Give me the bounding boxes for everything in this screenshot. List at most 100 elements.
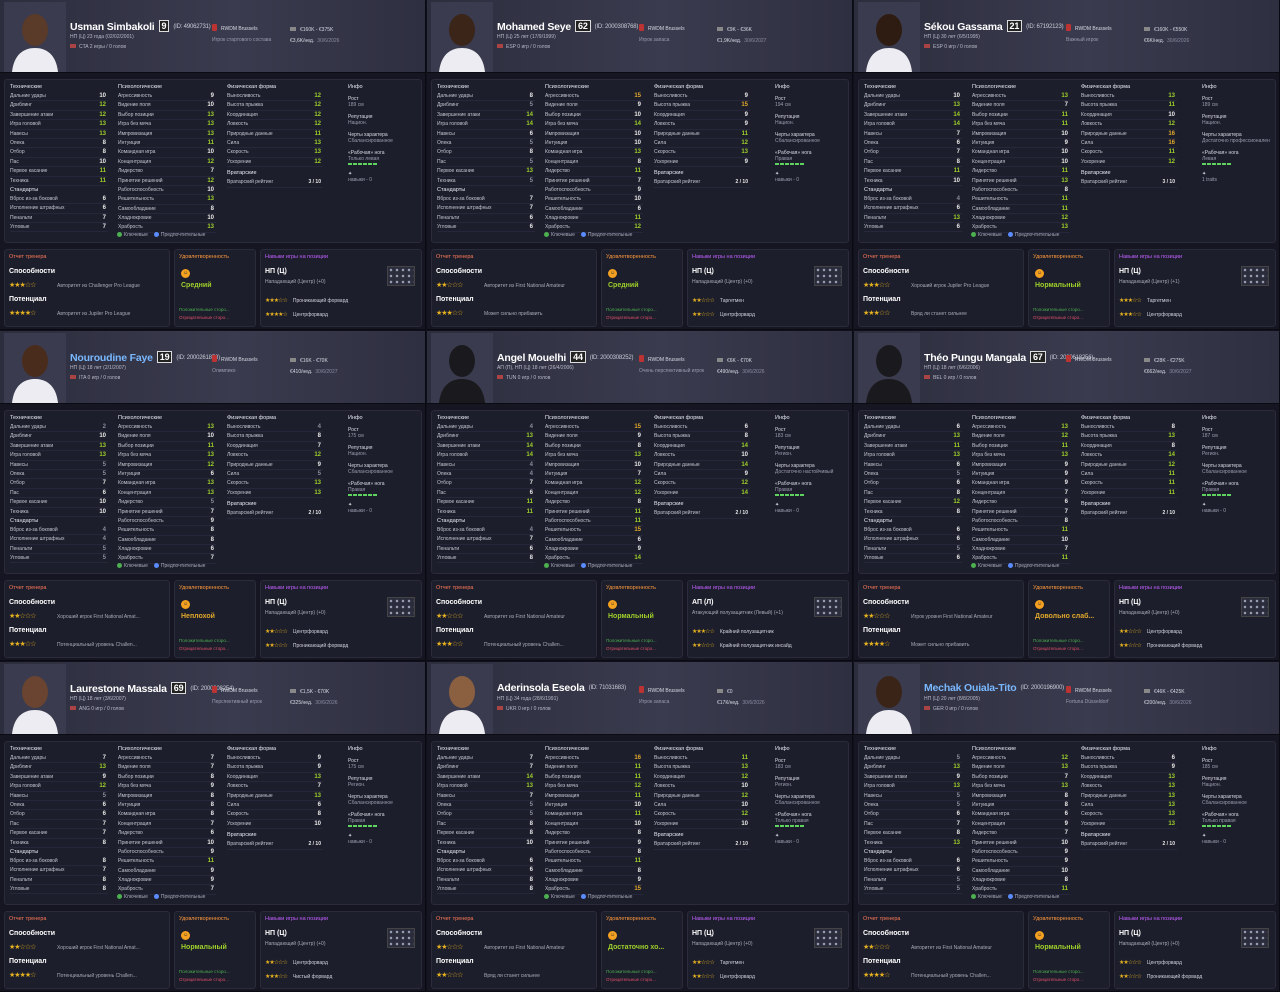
player-card-1[interactable]: Mohamed Seye 62 (ID: 2000308768) НП (Ц) 25… xyxy=(427,0,853,330)
attr-row: Навесы 5 xyxy=(10,461,108,470)
coach-report[interactable]: Отчет тренера Способности ★★☆☆☆ Игрок ур… xyxy=(858,580,1024,658)
satisfaction-panel[interactable]: Удовлетворенность ☺ Довольно слаб... Пол… xyxy=(1028,580,1110,658)
attr-row: Игра без мяча 13 xyxy=(545,451,643,461)
attr-row: Командная игра 10 xyxy=(972,148,1070,158)
attr-value: 8 xyxy=(210,536,214,543)
attr-name: Опека xyxy=(864,139,879,146)
pref-dot-icon xyxy=(580,563,586,568)
player-name[interactable]: Nouroudine Faye 19 (ID: 2000261858) xyxy=(70,351,220,364)
attributes-panel: Технические Дальние удары 2 Дриблинг 10 Завер… xyxy=(4,410,422,574)
coach-report[interactable]: Отчет тренера Способности ★★☆☆☆ Хороший … xyxy=(4,911,170,989)
player-card-6[interactable]: Laurestone Massala 69 (ID: 2000308254) НП … xyxy=(0,662,426,992)
player-name[interactable]: Sékou Gassama 21 (ID: 67192123) xyxy=(924,20,1064,33)
position-skills-panel[interactable]: Навыки игры на позиции НП (Ц) Нападающий… xyxy=(687,249,849,327)
attr-row: Выбор позиции 10 xyxy=(545,111,643,121)
sparkle-icon: ✦ xyxy=(348,171,353,177)
coach-report[interactable]: Отчет тренера Способности ★★★☆☆ Хороший … xyxy=(858,249,1024,327)
position-skills-panel[interactable]: Навыки игры на позиции НП (Ц) Нападающий… xyxy=(260,249,422,327)
attr-name: Ускорение xyxy=(654,489,679,496)
position-skills-panel[interactable]: Навыки игры на позиции НП (Ц) Нападающий… xyxy=(1114,911,1276,989)
attr-name: Опека xyxy=(437,801,452,808)
attr-value: 16 xyxy=(1168,139,1175,146)
attr-name: Выбор позиции xyxy=(972,442,1008,449)
attr-row: Первое касание 11 xyxy=(437,498,535,508)
mood-face-icon: ☺ xyxy=(181,931,190,940)
satisfaction-panel[interactable]: Удовлетворенность ☺ Нормальный Положител… xyxy=(1028,249,1110,327)
position-skills-panel[interactable]: Навыки игры на позиции НП (Ц) Нападающий… xyxy=(260,580,422,658)
position-skills-panel[interactable]: Навыки игры на позиции НП (Ц) Нападающий… xyxy=(260,911,422,989)
player-name[interactable]: Usman Simbakoli 9 (ID: 49062731) xyxy=(70,20,211,33)
attr-name: Дальние удары xyxy=(864,424,900,430)
satisfaction-panel[interactable]: Удовлетворенность ☺ Нормальный Положител… xyxy=(1028,911,1110,989)
coach-report[interactable]: Отчет тренера Способности ★★☆☆☆ Авторите… xyxy=(431,580,597,658)
coach-report[interactable]: Отчет тренера Способности ★★★☆☆ Авторите… xyxy=(4,249,170,327)
satisfaction-panel[interactable]: Удовлетворенность ☺ Достаточно хо... Пол… xyxy=(601,911,683,989)
satisfaction-panel[interactable]: Удовлетворенность ☺ Неплохой Положительн… xyxy=(174,580,256,658)
attr-row: Пас 10 xyxy=(10,158,108,168)
club[interactable]: RWDM Brussels xyxy=(212,355,258,363)
player-card-2[interactable]: Sékou Gassama 21 (ID: 67192123) НП (Ц) 30 … xyxy=(854,0,1280,330)
attr-row: Лидерство 7 xyxy=(972,829,1070,839)
position-skills-panel[interactable]: Навыки игры на позиции НП (Ц) Нападающий… xyxy=(1114,580,1276,658)
attr-name: Завершение атаки xyxy=(437,111,481,118)
transfer-value: €46K - €425K xyxy=(1144,689,1185,695)
attr-row: Вброс из-за боковой 4 xyxy=(437,526,535,536)
attr-name: Лидерство xyxy=(118,499,143,506)
position-skills-panel[interactable]: Навыки игры на позиции АП (Л) Атакующий … xyxy=(687,580,849,658)
player-card-7[interactable]: Aderinsola Eseola (ID: 71031683) НП (Ц) 3… xyxy=(427,662,853,992)
player-name[interactable]: Aderinsola Eseola (ID: 71031683) xyxy=(497,682,626,694)
player-nationality: ESP 0 игр / 0 голов xyxy=(924,44,977,50)
attr-row: Техника 11 xyxy=(10,177,108,186)
attr-value: 5 xyxy=(102,555,106,562)
club[interactable]: RWDM Brussels xyxy=(212,24,258,32)
position-skills-panel[interactable]: Навыки игры на позиции НП (Ц) Нападающий… xyxy=(1114,249,1276,327)
attr-name: Решительность xyxy=(545,196,582,203)
attr-value: 6 xyxy=(210,830,214,837)
player-name[interactable]: Mohamed Seye 62 (ID: 2000308768) xyxy=(497,20,639,33)
sparkle-icon: ✦ xyxy=(348,502,353,508)
attr-value: 10 xyxy=(207,186,214,193)
player-card-3[interactable]: Nouroudine Faye 19 (ID: 2000261858) НП (Ц)… xyxy=(0,331,426,661)
value-icon xyxy=(717,27,723,31)
player-name[interactable]: Angel Mouelhi 44 (ID: 2000308252) xyxy=(497,351,634,364)
attr-value: 6 xyxy=(102,195,106,202)
satisfaction-panel[interactable]: Удовлетворенность ☺ Средний Положительны… xyxy=(601,249,683,327)
satisfaction-panel[interactable]: Удовлетворенность ☺ Средний Положительны… xyxy=(174,249,256,327)
attr-row: Пас 5 xyxy=(437,158,535,168)
club[interactable]: RWDM Brussels xyxy=(1066,355,1112,363)
club[interactable]: RWDM Brussels xyxy=(1066,24,1112,32)
attributes-panel: Технические Дальние удары 6 Дриблинг 13 Завер… xyxy=(858,410,1276,574)
player-card-0[interactable]: Usman Simbakoli 9 (ID: 49062731) НП (Ц) 23… xyxy=(0,0,426,330)
satisfaction-panel[interactable]: Удовлетворенность ☺ Нормальный Положител… xyxy=(174,911,256,989)
club[interactable]: RWDM Brussels xyxy=(212,686,258,694)
attr-row: Игра головой 13 xyxy=(437,782,535,792)
club[interactable]: RWDM Brussels xyxy=(639,355,685,363)
club[interactable]: RWDM Brussels xyxy=(639,24,685,32)
player-card-8[interactable]: Mechak Ouiala-Tito (ID: 2000196900) НП (Ц… xyxy=(854,662,1280,992)
coach-report[interactable]: Отчет тренера Способности ★★☆☆☆ Авторите… xyxy=(858,911,1024,989)
satisfaction-panel[interactable]: Удовлетворенность ☺ Нормальный Положител… xyxy=(601,580,683,658)
coach-report[interactable]: Отчет тренера Способности ★★☆☆☆ Авторите… xyxy=(431,911,597,989)
coach-report[interactable]: Отчет тренера Способности ★★☆☆☆ Авторите… xyxy=(431,249,597,327)
club[interactable]: RWDM Brussels xyxy=(1066,686,1112,694)
attr-name: Угловые xyxy=(10,886,30,893)
attr-value: 8 xyxy=(102,139,106,146)
attr-value: 11 xyxy=(207,858,214,865)
attr-row: Игра без мяча 9 xyxy=(118,782,216,792)
attr-name: Агрессивность xyxy=(118,424,153,430)
club[interactable]: RWDM Brussels xyxy=(639,686,685,694)
player-name[interactable]: Théo Pungu Mangala 67 (ID: 2000618256) xyxy=(924,351,1094,364)
player-card-4[interactable]: Angel Mouelhi 44 (ID: 2000308252) АП (П), … xyxy=(427,331,853,661)
player-card-5[interactable]: Théo Pungu Mangala 67 (ID: 2000618256) НП … xyxy=(854,331,1280,661)
attr-value: 13 xyxy=(207,196,214,203)
attr-row: Пас 7 xyxy=(10,820,108,830)
coach-report[interactable]: Отчет тренера Способности ★★☆☆☆ Хороший … xyxy=(4,580,170,658)
ability-stars: ★★☆☆☆ xyxy=(863,944,890,951)
player-name[interactable]: Laurestone Massala 69 (ID: 2000308254) xyxy=(70,682,234,695)
attr-value: 12 xyxy=(99,102,106,109)
player-name[interactable]: Mechak Ouiala-Tito (ID: 2000196900) xyxy=(924,682,1064,694)
attr-name: Агрессивность xyxy=(118,755,153,761)
position-skills-panel[interactable]: Навыки игры на позиции НП (Ц) Нападающий… xyxy=(687,911,849,989)
attr-row: Самообладание 8 xyxy=(545,867,643,877)
